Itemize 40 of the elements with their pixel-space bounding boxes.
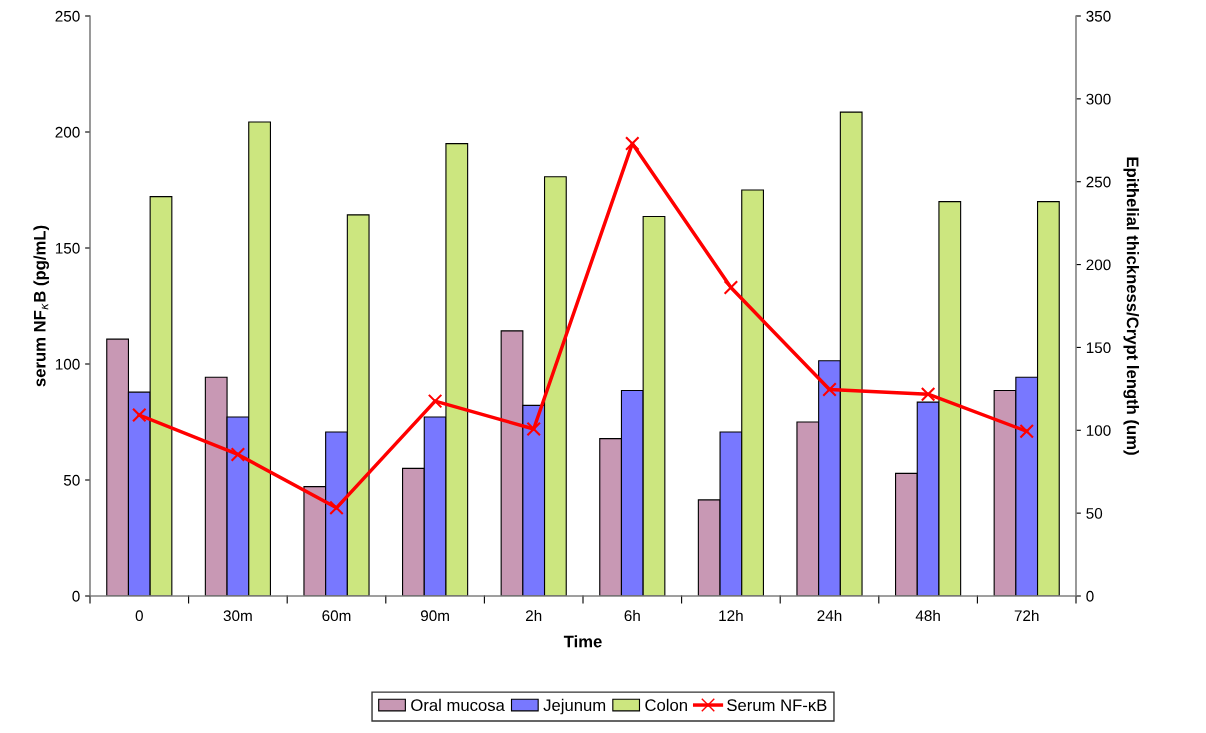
point bbox=[526, 421, 541, 437]
legend-label: Serum NF-κB bbox=[727, 699, 827, 712]
y-tick-label: 250 bbox=[55, 10, 80, 22]
point bbox=[822, 382, 837, 397]
legend-label: Colon bbox=[645, 698, 687, 712]
x-tick-label: 12h bbox=[719, 609, 743, 621]
y2-tick-label: 250 bbox=[1086, 176, 1111, 188]
x-tick-label: 0 bbox=[135, 610, 143, 622]
y-tick-label: 100 bbox=[55, 358, 80, 370]
point bbox=[329, 500, 344, 516]
x-tick-label: 6h bbox=[624, 609, 640, 622]
x-tick-label: 2h bbox=[525, 609, 542, 621]
point bbox=[920, 386, 936, 402]
y2-tick-label: 200 bbox=[1086, 259, 1111, 271]
point bbox=[625, 136, 640, 151]
y2-tick-label: 0 bbox=[1086, 590, 1094, 602]
y2-tick-label: 150 bbox=[1086, 342, 1111, 354]
point bbox=[1019, 423, 1034, 439]
y2-tick-label: 50 bbox=[1086, 508, 1103, 519]
x-tick-label: 90m bbox=[420, 610, 449, 622]
legend-label: Jejunum bbox=[543, 698, 606, 715]
x-axis-title: Time bbox=[563, 635, 602, 648]
point bbox=[230, 447, 246, 462]
x-tick-label: 60m bbox=[322, 610, 351, 622]
x-tick-label: 48h bbox=[915, 609, 940, 622]
y-tick-label: 50 bbox=[63, 474, 80, 486]
x-tick-label: 24h bbox=[817, 609, 842, 621]
y2-tick-label: 350 bbox=[1086, 10, 1111, 22]
point bbox=[132, 407, 147, 423]
y-tick-label: 0 bbox=[72, 590, 80, 602]
point bbox=[427, 393, 443, 409]
y-tick-label: 200 bbox=[55, 126, 80, 138]
y-axis-title: serum NF$_{κ}$B (pg/mL) bbox=[33, 225, 50, 387]
legend-label: Oral mucosa bbox=[411, 698, 505, 712]
y2-tick-label: 300 bbox=[1086, 93, 1111, 105]
x-tick-label: 72h bbox=[1014, 609, 1039, 621]
y2-tick-label: 100 bbox=[1086, 425, 1111, 436]
y2-axis-title: Epithelial thickness/Crypt length (um) bbox=[1123, 157, 1139, 455]
x-tick-label: 30m bbox=[223, 610, 252, 622]
y-tick-label: 150 bbox=[55, 242, 80, 254]
